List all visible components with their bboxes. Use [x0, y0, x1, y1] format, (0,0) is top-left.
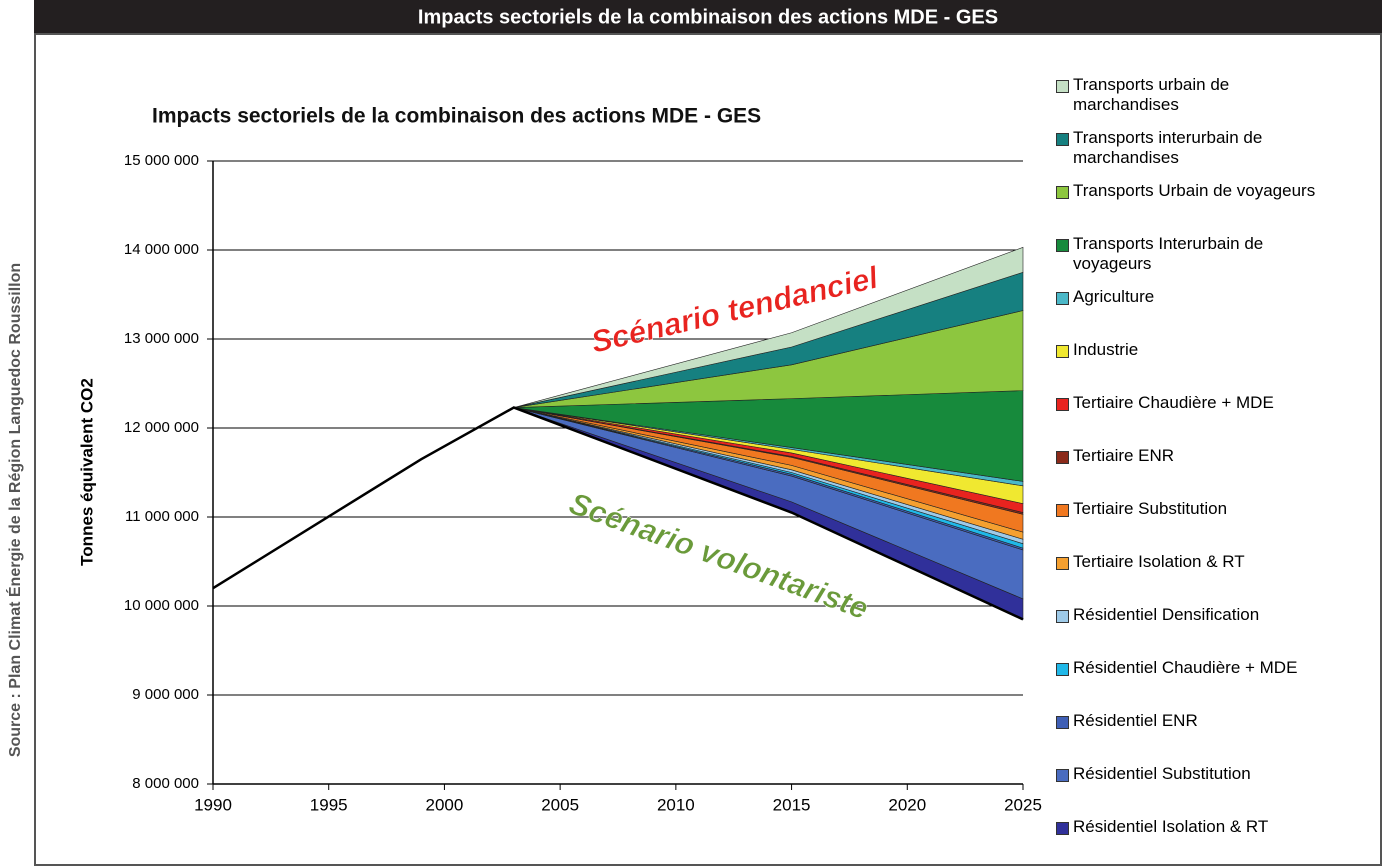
legend-entry: Résidentiel Substitution: [1056, 764, 1328, 784]
x-tick-label: 1995: [310, 795, 348, 814]
y-tick-label: 11 000 000: [125, 508, 199, 525]
legend-swatch: [1056, 557, 1069, 570]
y-tick-label: 13 000 000: [124, 330, 199, 347]
x-tick-label: 2000: [426, 795, 464, 814]
legend-swatch: [1056, 716, 1069, 729]
legend-label: Agriculture: [1073, 287, 1155, 306]
y-tick-label: 9 000 000: [132, 686, 199, 703]
legend-entry: Résidentiel ENR: [1056, 711, 1328, 731]
area: [513, 246, 1024, 408]
legend-swatch: [1056, 398, 1069, 411]
x-tick-label: 2025: [1004, 795, 1042, 814]
legend-swatch: [1056, 451, 1069, 464]
legend-swatch: [1056, 186, 1069, 199]
legend-label: Tertiaire Isolation & RT: [1073, 552, 1245, 571]
legend-label: Industrie: [1073, 340, 1139, 359]
legend-label: Transports Urbain de voyageurs: [1073, 181, 1316, 200]
line: [212, 406, 1024, 621]
legend-entry: Tertiaire Isolation & RT: [1056, 552, 1328, 572]
y-tick-label: 15 000 000: [124, 152, 199, 169]
legend-label: Transports urbain de marchandises: [1073, 75, 1230, 114]
legend-swatch: [1056, 822, 1069, 835]
x-tick-label: 2010: [657, 795, 695, 814]
x-tick-label: 2015: [773, 795, 811, 814]
legend-label: Tertiaire ENR: [1073, 446, 1175, 465]
legend-entry: Résidentiel Densification: [1056, 605, 1328, 625]
y-axis-label: Tonnes équivalent CO2: [77, 378, 96, 566]
legend-entry: Transports urbain de marchandises: [1056, 75, 1328, 115]
legend: Résidentiel Isolation & RT Résidentiel Su…: [1056, 0, 1376, 866]
legend-label: Résidentiel Substitution: [1073, 764, 1251, 783]
legend-label: Tertiaire Substitution: [1073, 499, 1228, 518]
x-tick-label: 1990: [194, 795, 232, 814]
legend-label: Résidentiel Densification: [1073, 605, 1260, 624]
legend-swatch: [1056, 80, 1069, 93]
legend-entry: Tertiaire Substitution: [1056, 499, 1328, 519]
legend-swatch: [1056, 345, 1069, 358]
legend-entry: Transports interurbain de marchandises: [1056, 128, 1328, 168]
frame: [34, 33, 1382, 866]
legend-label: Transports interurbain de marchandises: [1073, 128, 1263, 167]
y-tick-label: 12 000 000: [124, 419, 199, 436]
legend-label: Résidentiel Isolation & RT: [1073, 817, 1269, 836]
legend-label: Tertiaire Chaudière + MDE: [1073, 393, 1274, 412]
legend-label: Résidentiel Chaudière + MDE: [1073, 658, 1298, 677]
y-tick-label: 10 000 000: [124, 597, 199, 614]
y-tick-label: 14 000 000: [124, 241, 199, 258]
legend-entry: Tertiaire Chaudière + MDE: [1056, 393, 1328, 413]
legend-label: Résidentiel ENR: [1073, 711, 1198, 730]
legend-entry: Industrie: [1056, 340, 1328, 360]
legend-swatch: [1056, 769, 1069, 782]
legend-entry: Tertiaire ENR: [1056, 446, 1328, 466]
legend-swatch: [1056, 292, 1069, 305]
header-title: Impacts sectoriels de la combinaison des…: [418, 6, 998, 28]
header-bar: [34, 0, 1382, 34]
x-tick-label: 2020: [888, 795, 926, 814]
legend-entry: Résidentiel Isolation & RT: [1056, 817, 1328, 837]
y-tick-label: 8 000 000: [132, 775, 199, 792]
legend-swatch: [1056, 504, 1069, 517]
legend-entry: Transports Interurbain de voyageurs: [1056, 234, 1328, 274]
legend-label: Transports Interurbain de voyageurs: [1073, 234, 1264, 273]
legend-entry: Transports Urbain de voyageurs: [1056, 181, 1328, 201]
legend-swatch: [1056, 663, 1069, 676]
legend-swatch: [1056, 239, 1069, 252]
legend-entry: Résidentiel Chaudière + MDE: [1056, 658, 1328, 678]
chart-title: Impacts sectoriels de la combinaison des…: [152, 105, 761, 128]
legend-swatch: [1056, 610, 1069, 623]
source: Source : Plan Climat Énergie de la Régio…: [5, 263, 24, 757]
legend-entry: Agriculture: [1056, 287, 1328, 307]
legend-swatch: [1056, 133, 1069, 146]
x-tick-label: 2005: [541, 795, 579, 814]
